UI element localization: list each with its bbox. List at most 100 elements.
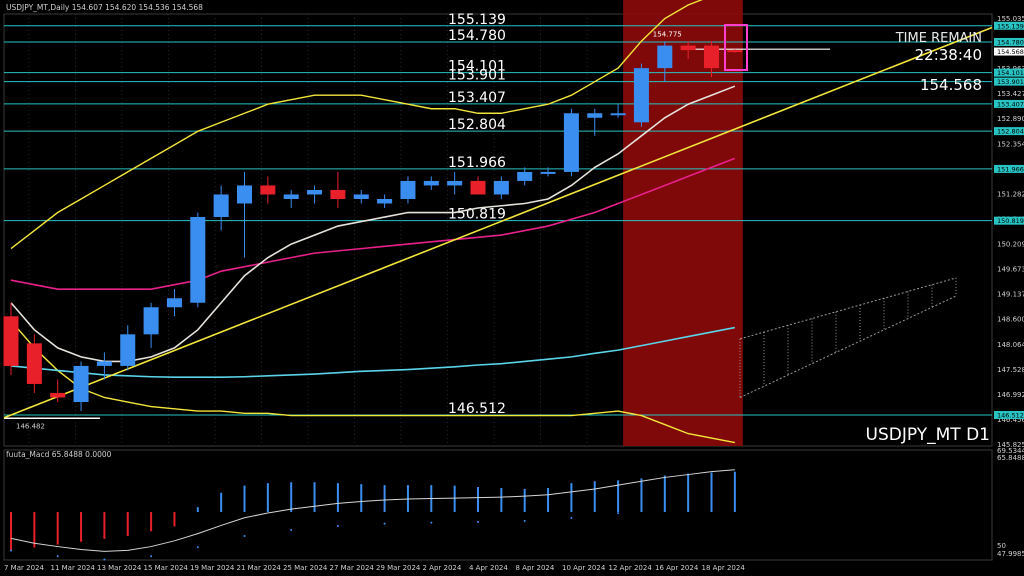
- low-marker-tag: 146.482: [16, 422, 45, 430]
- bollinger-upper-line: [10, 0, 703, 250]
- candle-body: [563, 113, 579, 172]
- macd-signal-line: [10, 469, 735, 552]
- date-axis-tick: 8 Apr 2024: [516, 564, 555, 572]
- price-axis-tick: 153.427: [997, 90, 1024, 98]
- macd-dot: [196, 546, 199, 549]
- peak-price-label: 154.775: [653, 31, 682, 39]
- price-tag-label: 153.407: [997, 100, 1024, 108]
- price-tag-box: [994, 127, 1024, 136]
- ichimoku-span-a: [739, 277, 957, 340]
- price-tag-box: [994, 47, 1024, 56]
- price-tag-label: 150.819: [997, 217, 1024, 225]
- candle-body: [237, 185, 252, 204]
- macd-dot: [523, 519, 526, 522]
- macd-axis-tick: 50: [997, 542, 1006, 550]
- macd-axis-tick: 65.8488: [997, 454, 1024, 462]
- macd-dot: [103, 558, 106, 561]
- price-tag-box: [994, 99, 1024, 108]
- price-level-label: 152.804: [448, 117, 506, 133]
- price-tag-label: 154.101: [997, 69, 1024, 77]
- price-axis-tick: 145.825: [997, 441, 1024, 449]
- price-axis-tick: 149.137: [997, 291, 1024, 299]
- current-candle-highlight[interactable]: [724, 24, 748, 71]
- macd-dot: [710, 502, 713, 505]
- price-axis-tick: 146.992: [997, 391, 1024, 399]
- candle-body: [3, 316, 19, 366]
- bollinger-lower-line: [10, 320, 735, 444]
- candle-body: [330, 189, 346, 199]
- candle-body: [190, 217, 206, 303]
- macd-dot: [663, 506, 666, 509]
- date-axis-tick: 7 Mar 2024: [4, 564, 44, 572]
- candle-body: [283, 194, 299, 199]
- candle-body: [540, 171, 556, 174]
- candle-body: [73, 365, 89, 403]
- date-axis-tick: 10 Apr 2024: [562, 564, 606, 572]
- price-tag-label: 146.512: [997, 412, 1024, 420]
- macd-axis-tick: 69.5344: [997, 447, 1024, 455]
- candle-body: [447, 180, 463, 186]
- price-level-label: 155.139: [448, 12, 506, 28]
- candle-body: [260, 185, 276, 195]
- price-axis-tick: 155.035: [997, 15, 1024, 23]
- ema-mid-line: [10, 157, 736, 291]
- date-axis-tick: 12 Apr 2024: [609, 564, 653, 572]
- ema-slow-line: [10, 326, 736, 378]
- price-tag-box: [994, 164, 1024, 173]
- symbol-timeframe-label: USDJPY_MT D1: [866, 425, 990, 445]
- price-tag-label: 155.139: [997, 22, 1024, 30]
- macd-dot: [336, 524, 339, 527]
- price-level-label: 151.966: [448, 155, 506, 171]
- macd-dot: [383, 522, 386, 525]
- price-tag-label: 153.901: [997, 78, 1024, 86]
- candle-body: [610, 113, 626, 116]
- candle-body: [633, 68, 649, 123]
- price-level-label: 154.780: [448, 28, 506, 44]
- price-axis-tick: 149.673: [997, 266, 1024, 274]
- chart-title: USDJPY_MT,Daily 154.607 154.620 154.536 …: [6, 3, 203, 12]
- macd-dot: [56, 555, 59, 558]
- date-axis-tick: 21 Mar 2024: [237, 564, 282, 572]
- macd-dot: [150, 555, 153, 558]
- price-level-label: 154.101: [448, 59, 506, 75]
- candle-body: [587, 113, 603, 118]
- price-axis-tick: 150.209: [997, 241, 1024, 249]
- candle-body: [26, 343, 42, 384]
- candle-body: [120, 334, 136, 366]
- price-tag-box: [994, 216, 1024, 225]
- macd-axis-tick: 47.9985: [997, 550, 1024, 558]
- candle-body: [727, 50, 743, 53]
- date-axis-tick: 16 Apr 2024: [655, 564, 699, 572]
- date-axis-tick: 11 Mar 2024: [51, 564, 96, 572]
- price-axis-tick: 147.528: [997, 366, 1024, 374]
- price-level-label: 146.512: [448, 401, 506, 417]
- macd-dot: [10, 549, 12, 552]
- price-tag-label: 152.804: [997, 128, 1024, 136]
- date-axis-tick: 25 Mar 2024: [283, 564, 328, 572]
- time-remain-label: TIME REMAIN: [895, 31, 982, 46]
- trend-line: [3, 26, 993, 419]
- candle-body: [213, 194, 229, 218]
- date-axis-tick: 19 Mar 2024: [190, 564, 235, 572]
- price-tag-box: [994, 77, 1024, 86]
- price-level-label: 153.901: [448, 68, 506, 84]
- price-tag-box: [994, 68, 1024, 77]
- candle-body: [96, 361, 112, 366]
- date-axis-tick: 18 Apr 2024: [702, 564, 746, 572]
- date-axis-tick: 29 Mar 2024: [376, 564, 421, 572]
- date-axis-tick: 4 Apr 2024: [469, 564, 508, 572]
- macd-dot: [617, 512, 620, 515]
- bid-price-label: 154.568: [920, 76, 982, 94]
- macd-dot: [243, 535, 246, 538]
- candle-body: [50, 392, 66, 398]
- price-axis-tick: 146.456: [997, 416, 1024, 424]
- macd-panel: [3, 449, 993, 561]
- candle-body: [353, 194, 369, 199]
- macd-title: fuuta_Macd 65.8488 0.0000: [6, 450, 112, 459]
- candle-body: [704, 45, 719, 69]
- price-axis-tick: 148.600: [997, 316, 1024, 324]
- price-tag-box: [994, 21, 1024, 30]
- price-tag-label: 154.780: [997, 38, 1024, 46]
